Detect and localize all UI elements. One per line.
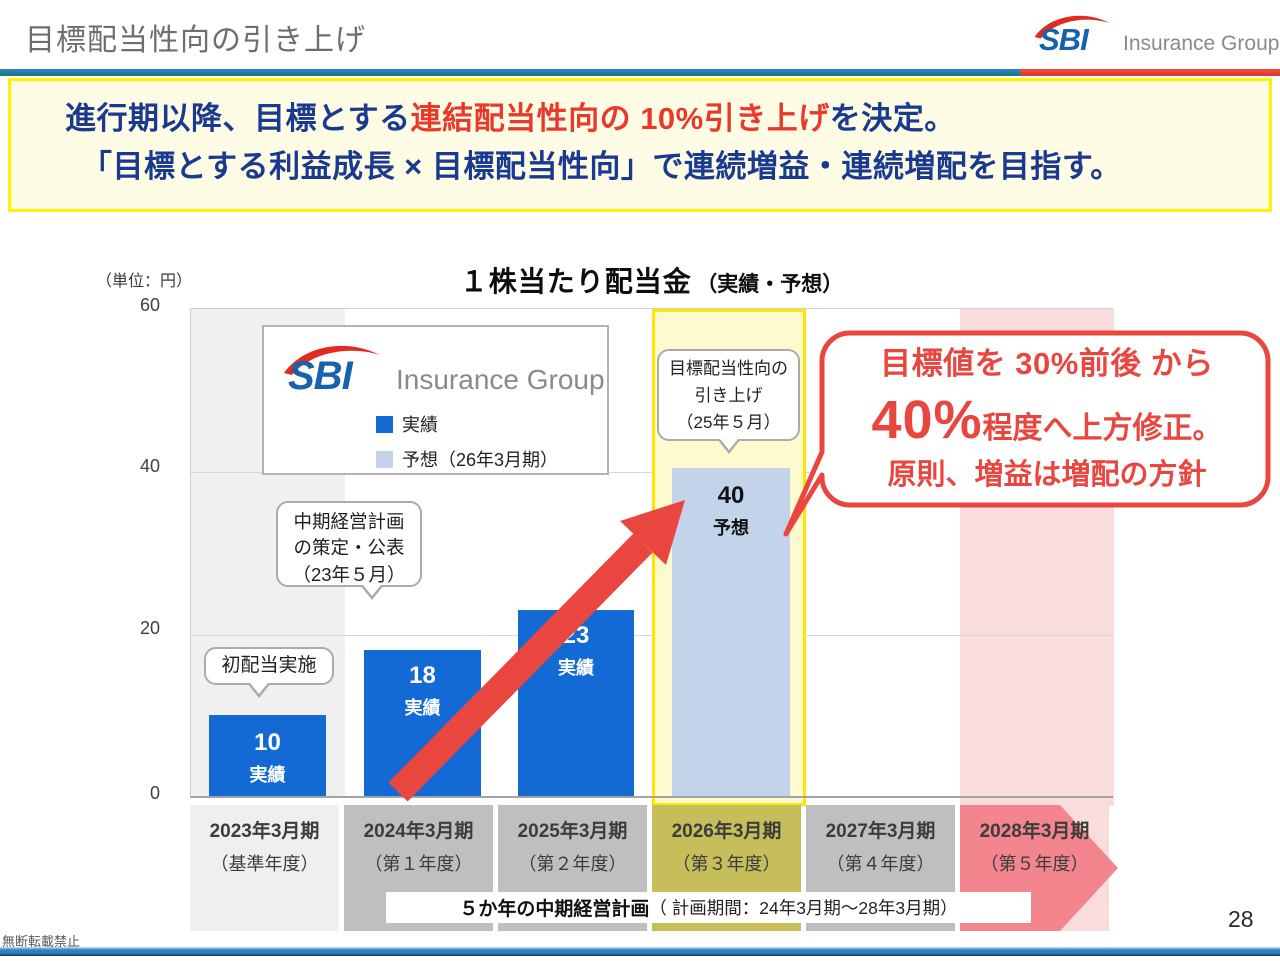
annotation-text: 目標値を 30%前後 から 40%程度へ上方修正。 原則、増益は増配の方針 <box>835 344 1259 495</box>
unit-label: （単位：円） <box>96 273 193 290</box>
x-sub: （第３年度） <box>672 854 781 874</box>
y-tick-40: 40 <box>139 456 160 476</box>
bar-value: 10 <box>254 729 281 756</box>
sbi-logo-text: SBI <box>288 354 353 398</box>
key-message-line1-pre: 進行期以降、目標とする <box>65 101 411 136</box>
actual-swatch-icon <box>376 415 393 433</box>
callout-first-dividend: 初配当実施 <box>204 647 334 698</box>
key-message-line-1: 進行期以降、目標とする連結配当性向の 10%引き上げを決定。 <box>65 95 1269 143</box>
bar-value: 23 <box>562 622 590 649</box>
sbi-logo-mark: SBI <box>1034 12 1115 58</box>
annotation-40pct: 40% <box>871 390 983 451</box>
chart-title: １株当たり配当金 （実績・予想） <box>190 260 1113 300</box>
band-title: ５か年の中期経営計画 <box>459 899 650 920</box>
x-sub: （第１年度） <box>364 854 473 874</box>
x-sub: （第２年度） <box>518 854 627 874</box>
forecast-swatch-icon <box>376 450 393 468</box>
sbi-logo-subtitle: Insurance Group <box>396 364 605 395</box>
sbi-logo-mark: SBI <box>284 341 386 399</box>
bottom-bar <box>0 947 1280 956</box>
x-sub: （第４年度） <box>826 854 935 874</box>
x-year: 2023年3月期 <box>209 821 320 842</box>
bar-tag: 実績 <box>558 658 594 678</box>
callout-line: 中期経営計画 <box>293 511 405 532</box>
x-year: 2026年3月期 <box>671 821 782 842</box>
callout-line: 目標配当性向の <box>669 359 788 378</box>
header-divider <box>0 69 1280 76</box>
y-tick-0: 0 <box>149 783 160 803</box>
annotation-line-3: 原則、増益は増配の方針 <box>887 459 1207 492</box>
legend-box: SBI Insurance Group 実績 予想（26年3月期） <box>262 325 609 475</box>
sbi-logo-subtitle: Insurance Group <box>1123 32 1280 55</box>
y-tick-20: 20 <box>139 618 160 638</box>
bar-value: 18 <box>409 662 436 689</box>
midterm-plan-band: ５か年の中期経営計画 （ 計画期間：24年3月期～28年3月期） <box>386 892 1031 923</box>
legend-item-forecast: 予想（26年3月期） <box>376 446 558 472</box>
y-tick-60: 60 <box>139 295 160 315</box>
copyright-notice: 無断転載禁止 <box>2 934 81 949</box>
header-divider-red <box>1020 69 1280 76</box>
bar-2023-actual: 10 実績 <box>209 715 326 797</box>
x-year: 2024年3月期 <box>363 821 474 842</box>
sbi-logo-legend: SBI Insurance Group <box>284 341 605 399</box>
key-message-highlight: 連結配当性向の 10%引き上げ <box>410 101 830 136</box>
header-divider-blue <box>0 69 1020 76</box>
x-cell-2023: 2023年3月期 （基準年度） <box>190 805 339 931</box>
sbi-swoosh-icon <box>1034 15 1110 39</box>
page-title: 目標配当性向の引き上げ <box>25 24 366 57</box>
callout-payout-raise: 目標配当性向の 引き上げ （25年５月） <box>657 349 800 454</box>
bar-2024-actual: 18 実績 <box>364 650 481 797</box>
sbi-logo: SBI Insurance Group <box>1034 12 1280 58</box>
legend-actual-label: 実績 <box>402 415 438 435</box>
key-message-line-2: 「目標とする利益成長 × 目標配当性向」で連続増益・連続増配を目指す。 <box>81 149 1122 185</box>
bar-value: 40 <box>717 482 745 509</box>
bar-tag: 予想 <box>713 518 749 538</box>
x-axis-line <box>190 796 1113 798</box>
x-sub: （基準年度） <box>210 854 319 874</box>
legend-item-actual: 実績 <box>376 411 438 437</box>
annotation-line-2: 40%程度へ上方修正。 <box>835 384 1259 457</box>
band-period: （ 計画期間：24年3月期～28年3月期） <box>649 898 958 918</box>
x-year: 2025年3月期 <box>517 821 628 842</box>
key-message-banner: 進行期以降、目標とする連結配当性向の 10%引き上げを決定。 「目標とする利益成… <box>8 78 1272 212</box>
legend-forecast-label: 予想（26年3月期） <box>402 450 559 470</box>
callout-line: の策定・公表 <box>293 537 405 559</box>
page-number: 28 <box>1228 906 1254 932</box>
bar-tag: 実績 <box>404 698 441 718</box>
callout-line: （25年５月） <box>676 413 781 433</box>
chart-title-sub: （実績・予想） <box>696 273 844 296</box>
callout-midterm-plan: 中期経営計画 の策定・公表 （23年５月） <box>276 501 422 600</box>
x-year: 2028年3月期 <box>979 821 1090 842</box>
x-year: 2027年3月期 <box>825 821 936 842</box>
bar-2026-forecast: 40 予想 <box>672 468 790 797</box>
chart-title-main: １株当たり配当金 <box>459 266 692 297</box>
callout-line: （23年５月） <box>292 563 406 585</box>
x-sub: （第５年度） <box>980 854 1089 874</box>
sbi-logo-text: SBI <box>1039 22 1089 57</box>
sbi-swoosh-icon <box>284 345 380 375</box>
bar-tag: 実績 <box>249 765 286 785</box>
callout-line: 引き上げ <box>694 386 763 406</box>
key-message-line1-post: を決定。 <box>829 101 956 136</box>
annotation-line-1: 目標値を 30%前後 から <box>880 346 1214 381</box>
bar-2025-actual: 23 実績 <box>518 610 634 797</box>
annotation-line2-rest: 程度へ上方修正。 <box>982 412 1223 446</box>
